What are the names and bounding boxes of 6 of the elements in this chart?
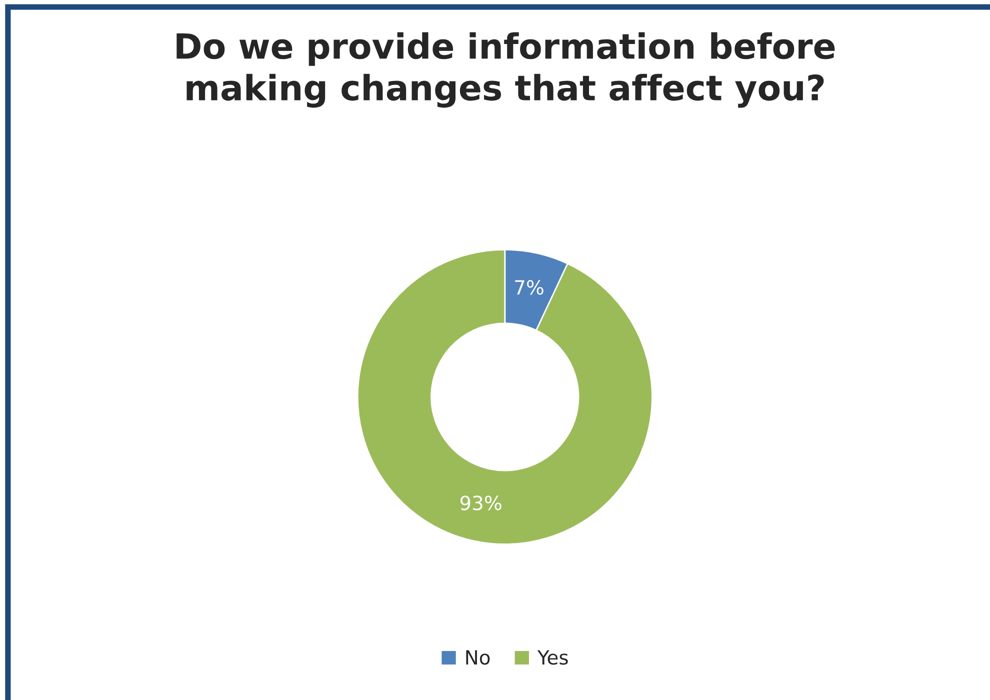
data-label: 93% <box>460 496 502 510</box>
data-label: 7% <box>515 280 544 295</box>
chart-title: Do we provide information before making changes that affect you? <box>176 32 835 108</box>
legend-label: No <box>466 650 490 665</box>
donut-slice <box>356 248 653 545</box>
legend-label: Yes <box>537 650 568 665</box>
